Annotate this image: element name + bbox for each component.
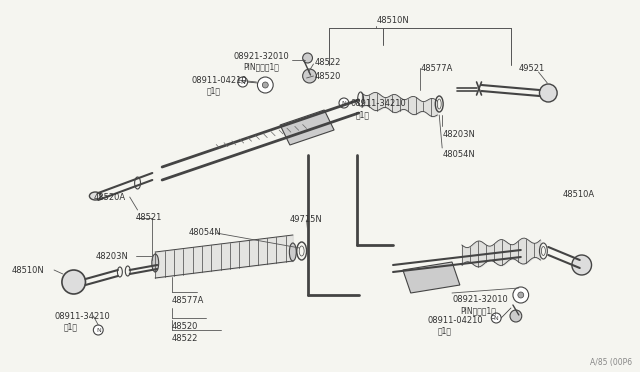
Text: 49521: 49521 bbox=[519, 64, 545, 73]
Text: N: N bbox=[241, 80, 245, 84]
Circle shape bbox=[513, 287, 529, 303]
Circle shape bbox=[572, 255, 591, 275]
Circle shape bbox=[518, 292, 524, 298]
Text: 08911-34210: 08911-34210 bbox=[351, 99, 406, 108]
Circle shape bbox=[339, 98, 349, 108]
Text: 48577A: 48577A bbox=[420, 64, 453, 73]
Text: 48054N: 48054N bbox=[189, 228, 221, 237]
Text: 48577A: 48577A bbox=[172, 296, 204, 305]
Text: 〈1〉: 〈1〉 bbox=[437, 326, 451, 335]
Circle shape bbox=[238, 77, 248, 87]
Text: 08911-34210: 08911-34210 bbox=[54, 312, 110, 321]
Text: 48203N: 48203N bbox=[95, 252, 128, 261]
Text: 48510N: 48510N bbox=[376, 16, 409, 25]
Text: 48521: 48521 bbox=[136, 213, 162, 222]
Polygon shape bbox=[403, 262, 460, 293]
Ellipse shape bbox=[90, 192, 101, 200]
Text: PINビン〈1〉: PINビン〈1〉 bbox=[460, 306, 496, 315]
Text: 08911-04210: 08911-04210 bbox=[428, 316, 483, 325]
Text: 48510N: 48510N bbox=[12, 266, 45, 275]
Ellipse shape bbox=[289, 243, 296, 261]
Text: 48520: 48520 bbox=[172, 322, 198, 331]
Circle shape bbox=[93, 325, 103, 335]
Text: 08921-32010: 08921-32010 bbox=[452, 295, 508, 304]
Text: 48520A: 48520A bbox=[93, 193, 125, 202]
Circle shape bbox=[62, 270, 86, 294]
Text: A/85 (00P6: A/85 (00P6 bbox=[589, 358, 632, 367]
Text: 48522: 48522 bbox=[314, 58, 341, 67]
Circle shape bbox=[262, 82, 268, 88]
Text: N: N bbox=[96, 327, 100, 333]
Text: 48520: 48520 bbox=[314, 72, 341, 81]
Ellipse shape bbox=[152, 254, 159, 272]
Circle shape bbox=[540, 84, 557, 102]
Circle shape bbox=[257, 77, 273, 93]
Text: 〈1〉: 〈1〉 bbox=[64, 322, 78, 331]
Text: 48522: 48522 bbox=[172, 334, 198, 343]
Text: PINビン〈1〉: PINビン〈1〉 bbox=[244, 62, 280, 71]
Circle shape bbox=[303, 69, 316, 83]
Text: N: N bbox=[494, 315, 499, 321]
Text: 08911-04210: 08911-04210 bbox=[191, 76, 247, 85]
Text: N: N bbox=[342, 100, 346, 106]
Text: 08921-32010: 08921-32010 bbox=[234, 52, 290, 61]
Polygon shape bbox=[280, 110, 334, 145]
Circle shape bbox=[510, 310, 522, 322]
Text: 〈1〉: 〈1〉 bbox=[356, 110, 370, 119]
Text: 48203N: 48203N bbox=[442, 130, 475, 139]
Text: 48510A: 48510A bbox=[563, 190, 595, 199]
Text: 〈1〉: 〈1〉 bbox=[206, 86, 220, 95]
Circle shape bbox=[303, 53, 312, 63]
Text: 48054N: 48054N bbox=[442, 150, 475, 159]
Text: 49715N: 49715N bbox=[290, 215, 323, 224]
Circle shape bbox=[492, 313, 501, 323]
